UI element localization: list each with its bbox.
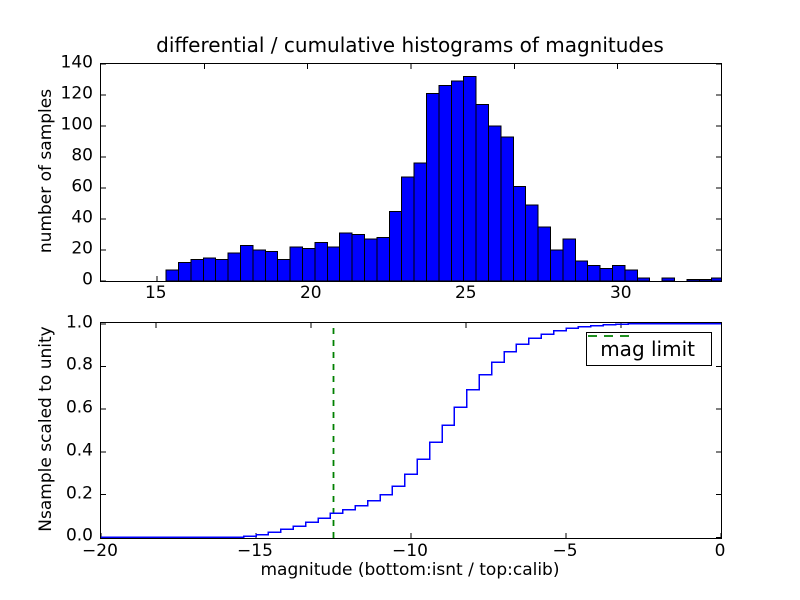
histogram-bar [364,238,378,281]
histogram-bar [178,261,192,281]
histogram-bar [289,246,304,281]
mag-limit-dash-sample-icon [588,335,633,337]
histogram-bar [202,257,217,281]
x-axis-label: magnitude (bottom:isnt / top:calib) [260,560,560,580]
histogram-bar [612,265,626,281]
histogram-bar [314,241,328,281]
histogram-bar [326,246,341,281]
top-axes-histogram [100,63,722,282]
top-x-tick-label: 30 [609,283,632,303]
cumulative-step-curve [101,323,721,538]
histogram-bar [438,85,452,281]
histogram-bar [636,277,651,281]
histogram-bar [351,234,366,281]
histogram-bar [512,185,527,281]
top-x-tick-label: 25 [454,283,477,303]
top-y-tick-label: 100 [60,114,93,135]
bottom-y-tick-label: 0.6 [65,397,93,418]
top-y-axis-label: number of samples [36,88,56,254]
histogram-bar [302,247,316,281]
histogram-bar [339,232,353,281]
histogram-bar [525,204,539,281]
histogram-bar [488,125,502,281]
top-y-tick-label: 0 [82,269,93,290]
histogram-bar [698,278,713,281]
top-y-tick-label: 80 [71,145,93,166]
top-y-tick-label: 120 [60,83,93,104]
histogram-bar [475,103,490,281]
histogram-bar [388,210,403,281]
bottom-axes-cumulative: mag limit [100,322,722,539]
histogram-bar [190,258,204,281]
histogram-bar [562,238,576,281]
histogram-bar [252,249,266,281]
histogram-bar [165,269,179,281]
histogram-bar [240,244,254,281]
histogram-bar [587,265,601,281]
top-x-tick-label: 20 [299,283,322,303]
bottom-x-tick-label: −20 [82,541,118,561]
legend: mag limit [586,332,712,366]
histogram-bar [227,252,241,281]
histogram-bar [426,92,440,281]
histogram-bar [215,258,229,281]
bottom-y-tick-label: 0.0 [65,525,93,546]
histogram-bar [264,251,279,281]
top-y-tick-label: 140 [60,52,93,73]
histogram-bar [500,136,514,281]
histogram-bar [413,162,428,281]
histogram-bar [550,249,564,281]
cumulative-curve-svg [101,323,721,538]
histogram-bar [599,268,614,281]
bottom-y-tick-label: 0.2 [65,483,93,504]
top-y-tick-label: 20 [71,238,93,259]
bottom-y-axis-label: Nsample scaled to unity [36,326,56,532]
bottom-y-tick-label: 1.0 [65,312,93,333]
bottom-x-tick-label: −10 [392,541,428,561]
bottom-x-tick-label: −15 [237,541,273,561]
top-x-tick-label: 15 [144,283,167,303]
histogram-bar [401,176,415,281]
legend-label: mag limit [600,337,695,361]
top-y-tick-label: 40 [71,207,93,228]
bottom-y-tick-label: 0.4 [65,440,93,461]
histogram-bar [277,258,291,281]
histogram-bar [686,278,700,281]
bottom-y-tick-label: 0.8 [65,354,93,375]
figure-title: differential / cumulative histograms of … [156,33,664,57]
histogram-bar [450,80,465,281]
bottom-x-tick-label: 0 [714,541,726,561]
histogram-bar [624,269,638,281]
histogram-bars-svg [101,64,721,281]
histogram-bar [537,226,552,281]
top-y-tick-label: 60 [71,176,93,197]
histogram-bar [376,237,390,281]
histogram-bar [711,277,721,281]
histogram-bar [574,260,589,281]
histogram-bar [661,277,675,281]
bottom-x-tick-label: −5 [552,541,578,561]
histogram-bar [463,75,477,281]
